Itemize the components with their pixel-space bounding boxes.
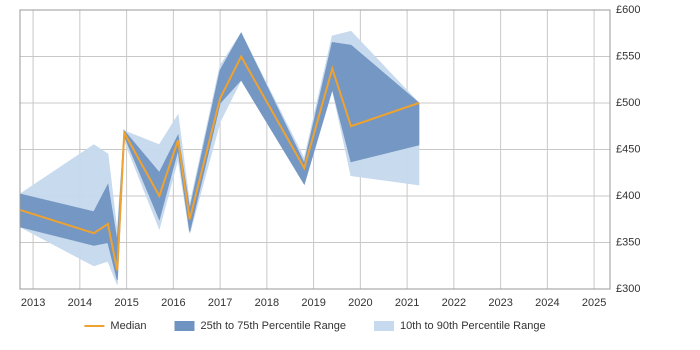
- y-tick-label: £600: [616, 4, 640, 16]
- x-tick-label: 2018: [255, 297, 279, 309]
- x-tick-label: 2015: [114, 297, 138, 309]
- x-tick-label: 2025: [582, 297, 606, 309]
- y-tick-label: £350: [616, 236, 640, 248]
- x-tick-label: 2022: [442, 297, 466, 309]
- x-tick-label: 2024: [535, 297, 559, 309]
- x-tick-label: 2019: [301, 297, 325, 309]
- x-tick-label: 2017: [208, 297, 232, 309]
- legend-label: 25th to 75th Percentile Range: [200, 320, 346, 332]
- x-tick-label: 2020: [348, 297, 372, 309]
- legend-label: Median: [110, 320, 146, 332]
- x-tick-label: 2013: [21, 297, 45, 309]
- y-tick-label: £550: [616, 50, 640, 62]
- legend-swatch: [174, 321, 195, 331]
- plot-border: [19, 9, 611, 290]
- legend-label: 10th to 90th Percentile Range: [400, 320, 546, 332]
- median-line: [19, 54, 420, 271]
- x-tick-label: 2014: [68, 297, 92, 309]
- legend: Median 25th to 75th Percentile Range 10th …: [84, 320, 546, 332]
- y-tick-label: £500: [616, 97, 640, 109]
- x-tick-label: 2023: [488, 297, 512, 309]
- y-tick-label: £450: [616, 143, 640, 155]
- x-tick-label: 2021: [395, 297, 419, 309]
- y-tick-label: £400: [616, 190, 640, 202]
- legend-swatch: [374, 321, 395, 331]
- x-tick-label: 2016: [161, 297, 185, 309]
- y-tick-label: £300: [616, 283, 640, 295]
